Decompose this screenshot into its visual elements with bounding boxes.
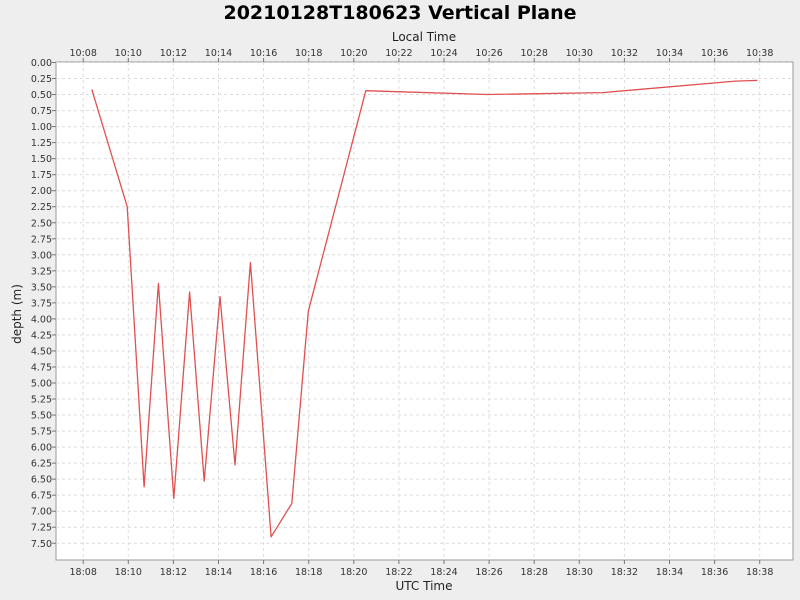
y-tick-label: 0.50 bbox=[31, 90, 52, 101]
x-tick-label-utc: 18:32 bbox=[611, 567, 638, 578]
y-tick-label: 2.50 bbox=[31, 218, 52, 229]
y-tick-label: 3.75 bbox=[31, 298, 52, 309]
y-tick-label: 1.75 bbox=[31, 170, 52, 181]
y-tick-label: 0.25 bbox=[31, 74, 52, 85]
y-tick-label: 0.75 bbox=[31, 106, 52, 117]
utc-time-axis-label: UTC Time bbox=[396, 579, 453, 593]
x-tick-label-utc: 18:14 bbox=[205, 567, 232, 578]
x-tick-label-local: 10:32 bbox=[611, 48, 638, 59]
x-tick-label-utc: 18:08 bbox=[70, 567, 97, 578]
y-tick-label: 7.50 bbox=[31, 539, 52, 550]
y-tick-label: 5.75 bbox=[31, 427, 52, 438]
y-tick-label: 1.50 bbox=[31, 154, 52, 165]
x-tick-label-utc: 18:34 bbox=[656, 567, 683, 578]
x-tick-label-utc: 18:10 bbox=[115, 567, 142, 578]
y-tick-label: 5.25 bbox=[31, 395, 52, 406]
x-tick-label-utc: 18:36 bbox=[701, 567, 728, 578]
chart-title: 20210128T180623 Vertical Plane bbox=[223, 2, 576, 24]
y-tick-label: 5.00 bbox=[31, 379, 52, 390]
axis-ticks: 0.00 0.25 0.50 0.75 1.00 1.25 1.50 1.75 2.00 2.25… bbox=[31, 48, 774, 578]
y-tick-label: 4.75 bbox=[31, 362, 52, 373]
x-tick-label-utc: 18:38 bbox=[746, 567, 773, 578]
x-tick-label-local: 10:14 bbox=[205, 48, 232, 59]
y-tick-label: 6.25 bbox=[31, 459, 52, 470]
y-tick-label: 6.50 bbox=[31, 475, 52, 486]
x-tick-label-utc: 18:16 bbox=[250, 567, 277, 578]
x-tick-label-local: 10:36 bbox=[701, 48, 728, 59]
x-tick-label-local: 10:20 bbox=[340, 48, 367, 59]
x-tick-label-utc: 18:18 bbox=[295, 567, 322, 578]
x-tick-label-local: 10:28 bbox=[521, 48, 548, 59]
y-tick-label: 0.00 bbox=[31, 58, 52, 69]
x-tick-label-local: 10:16 bbox=[250, 48, 277, 59]
y-tick-label: 1.25 bbox=[31, 138, 52, 149]
local-time-axis-label: Local Time bbox=[392, 30, 456, 44]
x-tick-label-local: 10:18 bbox=[295, 48, 322, 59]
x-tick-label-utc: 18:30 bbox=[566, 567, 593, 578]
y-tick-label: 5.50 bbox=[31, 411, 52, 422]
y-tick-label: 7.00 bbox=[31, 507, 52, 518]
x-tick-label-utc: 18:22 bbox=[385, 567, 412, 578]
x-tick-label-local: 10:38 bbox=[746, 48, 773, 59]
y-tick-label: 3.00 bbox=[31, 250, 52, 261]
y-tick-label: 2.75 bbox=[31, 234, 52, 245]
x-tick-label-utc: 18:12 bbox=[160, 567, 187, 578]
y-tick-label: 7.25 bbox=[31, 523, 52, 534]
y-tick-label: 2.25 bbox=[31, 202, 52, 213]
grid bbox=[56, 62, 793, 560]
y-tick-label: 1.00 bbox=[31, 122, 52, 133]
x-tick-label-local: 10:34 bbox=[656, 48, 683, 59]
y-tick-label: 3.25 bbox=[31, 266, 52, 277]
x-tick-label-local: 10:12 bbox=[160, 48, 187, 59]
series-layer bbox=[91, 79, 758, 538]
x-tick-label-local: 10:08 bbox=[70, 48, 97, 59]
y-tick-label: 4.00 bbox=[31, 314, 52, 325]
y-tick-label: 4.50 bbox=[31, 346, 52, 357]
x-tick-label-local: 10:30 bbox=[566, 48, 593, 59]
depth-axis-label: depth (m) bbox=[10, 284, 24, 344]
x-tick-label-local: 10:22 bbox=[385, 48, 412, 59]
y-tick-label: 6.00 bbox=[31, 443, 52, 454]
x-tick-label-utc: 18:24 bbox=[430, 567, 457, 578]
plot-area bbox=[55, 61, 794, 561]
y-tick-label: 4.25 bbox=[31, 330, 52, 341]
x-tick-label-utc: 18:26 bbox=[475, 567, 502, 578]
y-tick-label: 2.00 bbox=[31, 186, 52, 197]
x-tick-label-local: 10:26 bbox=[475, 48, 502, 59]
y-tick-label: 3.50 bbox=[31, 282, 52, 293]
x-tick-label-utc: 18:28 bbox=[521, 567, 548, 578]
x-tick-label-local: 10:24 bbox=[430, 48, 457, 59]
depth-series-line bbox=[91, 79, 758, 538]
x-tick-label-local: 10:10 bbox=[115, 48, 142, 59]
y-tick-label: 6.75 bbox=[31, 491, 52, 502]
x-tick-label-utc: 18:20 bbox=[340, 567, 367, 578]
